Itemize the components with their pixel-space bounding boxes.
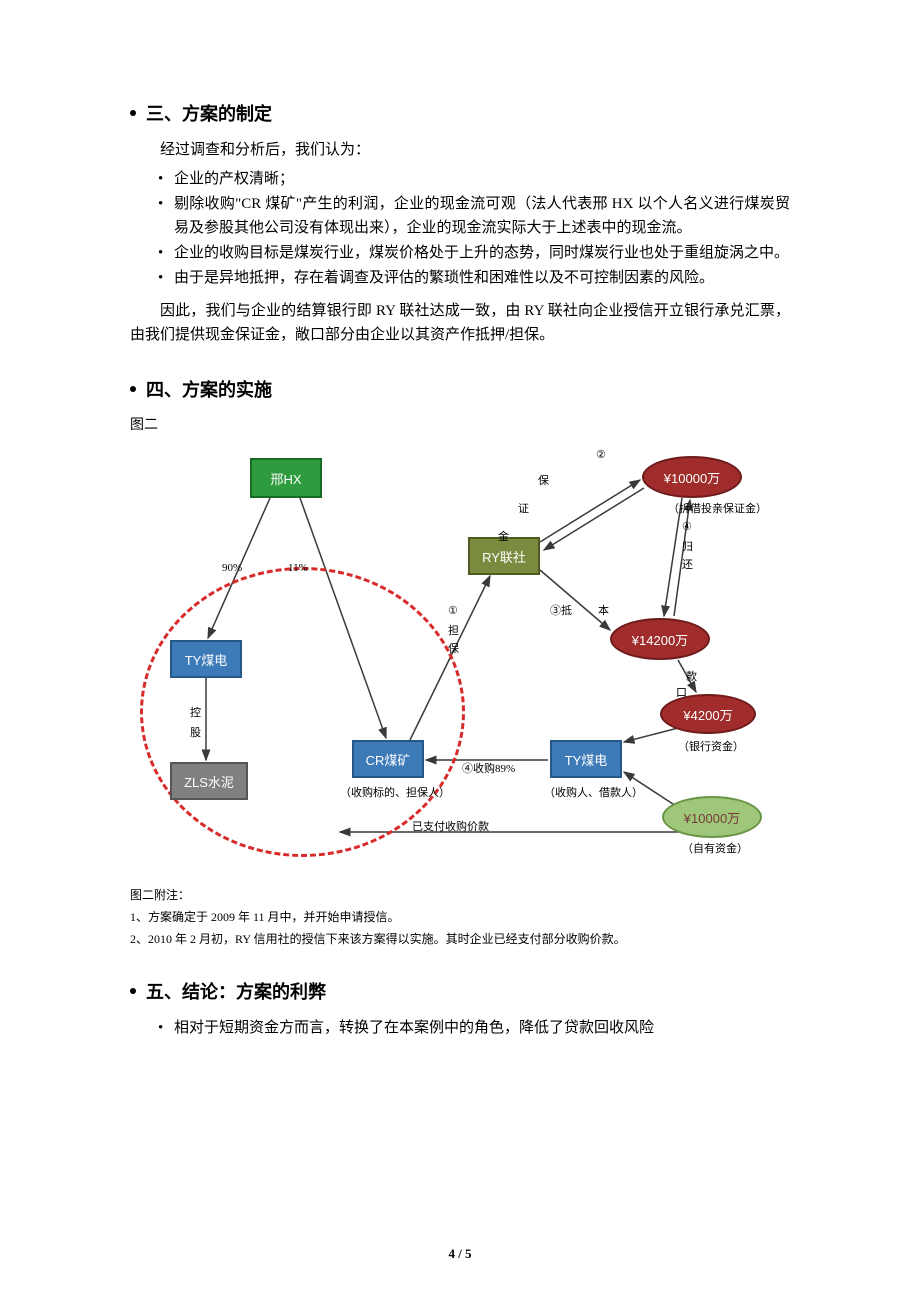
section-5-title: 五、结论：方案的利弊 [146,978,326,1004]
section-3-list: 企业的产权清晰； 剔除收购"CR 煤矿"产生的利润，企业的现金流可观（法人代表邢… [130,167,790,291]
section-3-heading: 三、方案的制定 [130,100,790,126]
node-cr: CR煤矿 [352,740,424,778]
node-label: 邢HX [270,469,301,488]
node-amount-10000a: ¥10000万 [642,456,742,498]
node-zls: ZLS水泥 [170,762,248,800]
section-4: 四、方案的实施 图二 [130,376,790,950]
bullet-icon [130,386,136,392]
edge-label: ④ [682,520,692,533]
node-amount-4200: ¥4200万 [660,694,756,734]
section-3-title: 三、方案的制定 [146,100,272,126]
bullet-icon [130,110,136,116]
edge-label: ① [448,604,458,617]
edge-label: ② [596,448,606,461]
node-label: ¥4200万 [683,705,732,724]
section-4-title: 四、方案的实施 [146,376,272,402]
edge-label: 还 [682,556,693,572]
edge-label: 担 [448,622,459,638]
footnote: 1、方案确定于 2009 年 11 月中，并开始申请授信。 [130,907,790,927]
node-label: TY煤电 [185,650,228,669]
node-label: ¥10000万 [684,808,740,827]
edge-label: 股 [190,724,201,740]
list-item: 相对于短期资金方而言，转换了在本案例中的角色，降低了贷款回收风险 [130,1016,790,1041]
figure-label: 图二 [130,414,790,434]
edge-label: 90% [222,562,242,574]
section-5: 五、结论：方案的利弊 相对于短期资金方而言，转换了在本案例中的角色，降低了贷款回… [130,978,790,1041]
node-caption: （银行资金） [678,738,744,754]
node-caption: （收购人、借款人） [544,784,643,800]
dashed-circle [140,567,465,857]
edge-label: 归 [682,538,693,554]
section-3-conclusion: 因此，我们与企业的结算银行即 RY 联社达成一致，由 RY 联社向企业授信开立银… [130,299,790,349]
section-4-heading: 四、方案的实施 [130,376,790,402]
footnote: 2、2010 年 2 月初，RY 信用社的授信下来该方案得以实施。其时企业已经支… [130,929,790,949]
section-5-list: 相对于短期资金方而言，转换了在本案例中的角色，降低了贷款回收风险 [130,1016,790,1041]
node-xhx: 邢HX [250,458,322,498]
list-item: 由于是异地抵押，存在着调查及评估的繁琐性和困难性以及不可控制因素的风险。 [130,266,790,291]
edge-label: ③抵 [550,602,572,618]
edge-label: 控 [190,704,201,720]
edge-label: 款 [686,668,697,684]
edge-label: 金 [498,528,509,544]
bullet-icon [130,988,136,994]
node-caption: （自有资金） [682,840,748,856]
page-number: 4 / 5 [448,1246,471,1262]
diagram-figure-2: 邢HX RY联社 TY煤电 CR煤矿 TY煤电 ZLS水泥 ¥10000万 （拆… [130,442,790,872]
list-item: 企业的收购目标是煤炭行业，煤炭价格处于上升的态势，同时煤炭行业也处于重组旋涡之中… [130,241,790,266]
edge-label: 保 [538,472,549,488]
section-5-heading: 五、结论：方案的利弊 [130,978,790,1004]
list-item: 剔除收购"CR 煤矿"产生的利润，企业的现金流可观（法人代表邢 HX 以个人名义… [130,192,790,242]
node-label: ¥14200万 [632,630,688,649]
node-ty2: TY煤电 [550,740,622,778]
edge-label: 11% [288,562,308,574]
node-caption: （拆借投亲保证金） [668,500,767,516]
node-label: TY煤电 [565,750,608,769]
edge-label: ④收购89% [462,760,515,776]
footnote-heading: 图二附注： [130,886,790,903]
node-label: RY联社 [482,547,526,566]
edge-label: 保 [448,640,459,656]
node-ty1: TY煤电 [170,640,242,678]
edge-label: 本 [598,602,609,618]
node-label: ¥10000万 [664,468,720,487]
list-item: 企业的产权清晰； [130,167,790,192]
edge-label: 证 [518,500,529,516]
edge-label: 已支付收购价款 [412,818,489,834]
node-caption: （收购标的、担保人） [340,784,450,800]
section-3: 三、方案的制定 经过调查和分析后，我们认为： 企业的产权清晰； 剔除收购"CR … [130,100,790,348]
node-amount-10000b: ¥10000万 [662,796,762,838]
node-label: ZLS水泥 [184,772,234,791]
node-amount-14200: ¥14200万 [610,618,710,660]
edge-label: 口 [676,684,687,700]
section-3-intro: 经过调查和分析后，我们认为： [130,138,790,163]
node-label: CR煤矿 [366,750,411,769]
